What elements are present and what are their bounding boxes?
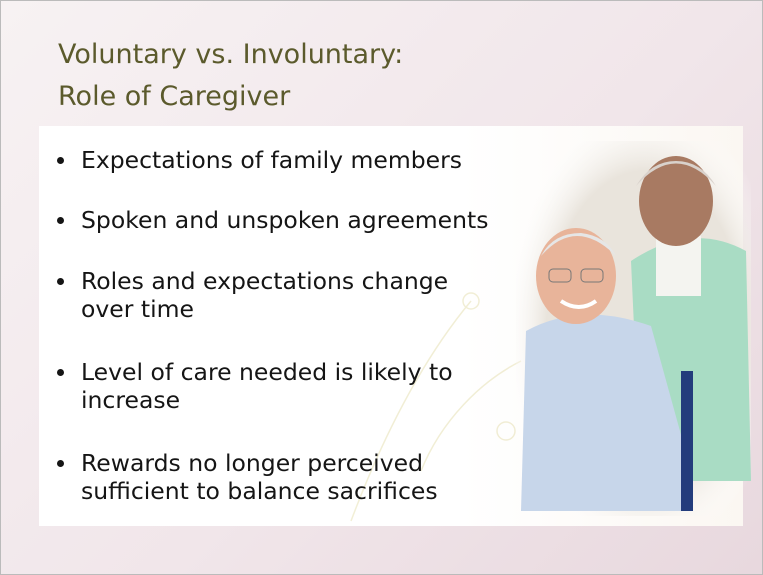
bullet-text: Level of care needed is likely to — [81, 358, 453, 386]
bullet-text: Expectations of family members — [81, 146, 462, 174]
bullet-dot — [57, 157, 64, 164]
bullet-text: Rewards no longer perceived — [81, 449, 423, 477]
bullet-dot — [57, 369, 64, 376]
bullet-text: sufficient to balance sacrifices — [81, 477, 438, 505]
bullet-text: increase — [81, 386, 180, 414]
slide: Voluntary vs. Involuntary: Role of Careg… — [0, 0, 763, 575]
bullet-text: Spoken and unspoken agreements — [81, 206, 489, 234]
bullet-text: Roles and expectations change — [81, 267, 448, 295]
bullet-text: over time — [81, 295, 194, 323]
bullet-dot — [57, 217, 64, 224]
bullet-dot — [57, 278, 64, 285]
bullet-dot — [57, 460, 64, 467]
